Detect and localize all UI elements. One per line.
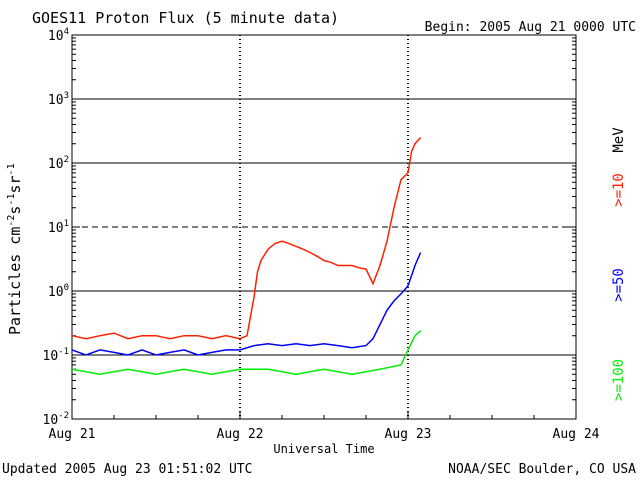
day-markers (239, 35, 409, 419)
unit-label: MeV (611, 127, 627, 153)
y-tick-label-4: 102 (48, 155, 69, 172)
y-axis-label: Particles cm-2s-1sr-1 (6, 163, 24, 335)
y-axis-label-part-2: s (6, 206, 24, 215)
updated-timestamp: Updated 2005 Aug 23 01:51:02 UTC (2, 462, 252, 477)
chart-title: GOES11 Proton Flux (5 minute data) (32, 9, 339, 27)
y-axis-label-part-4: sr (6, 175, 24, 193)
series-lines (71, 136, 422, 376)
legend-series-1: >=50 (611, 268, 627, 302)
y-tick-label-1: 10-1 (43, 347, 70, 364)
y-tick-label-0: 10-2 (43, 411, 70, 428)
x-tick-label-2: Aug 23 (385, 427, 432, 442)
y-tick-label-base: 10 (48, 285, 64, 300)
y-tick-label-exponent: 4 (64, 27, 69, 37)
y-tick-label-exponent: 2 (64, 155, 69, 165)
x-tick-label-0: Aug 21 (49, 427, 96, 442)
y-tick-label-base: 10 (48, 29, 64, 44)
y-tick-label-6: 104 (48, 27, 69, 44)
legend-series-0: >=10 (611, 173, 627, 207)
source-credit: NOAA/SEC Boulder, CO USA (448, 462, 636, 477)
x-axis-label: Universal Time (273, 442, 374, 456)
y-axis-label-part-5: -1 (6, 163, 17, 175)
series-line-1 (71, 252, 422, 356)
begin-label: Begin: 2005 Aug 21 0000 UTC (425, 20, 636, 35)
y-tick-label-base: 10 (48, 157, 64, 172)
y-tick-label-exponent: -2 (58, 411, 69, 421)
legend-series-2: >=100 (611, 359, 627, 401)
x-axis-ticks: Aug 21 Aug 22 Aug 23 Aug 24 (49, 411, 600, 442)
series-line-2 (71, 330, 422, 376)
y-axis-label-part-0: Particles cm (6, 227, 24, 335)
threshold-grid (72, 98, 576, 356)
y-tick-label-base: 10 (43, 413, 59, 428)
series-line-0 (71, 136, 422, 340)
x-tick-label-3: Aug 24 (553, 427, 600, 442)
y-tick-label-exponent: -1 (58, 347, 69, 357)
y-tick-label-base: 10 (48, 93, 64, 108)
y-tick-label-exponent: 0 (64, 283, 69, 293)
y-tick-label-exponent: 1 (64, 219, 69, 229)
y-tick-label-3: 101 (48, 219, 69, 236)
y-axis-label-part-1: -2 (6, 215, 17, 227)
x-tick-label-1: Aug 22 (217, 427, 264, 442)
y-tick-label-2: 100 (48, 283, 69, 300)
y-tick-label-base: 10 (43, 349, 59, 364)
y-tick-label-base: 10 (48, 221, 64, 236)
y-tick-label-5: 103 (48, 91, 69, 108)
y-tick-label-exponent: 3 (64, 91, 69, 101)
y-axis-label-part-3: -1 (6, 194, 17, 206)
